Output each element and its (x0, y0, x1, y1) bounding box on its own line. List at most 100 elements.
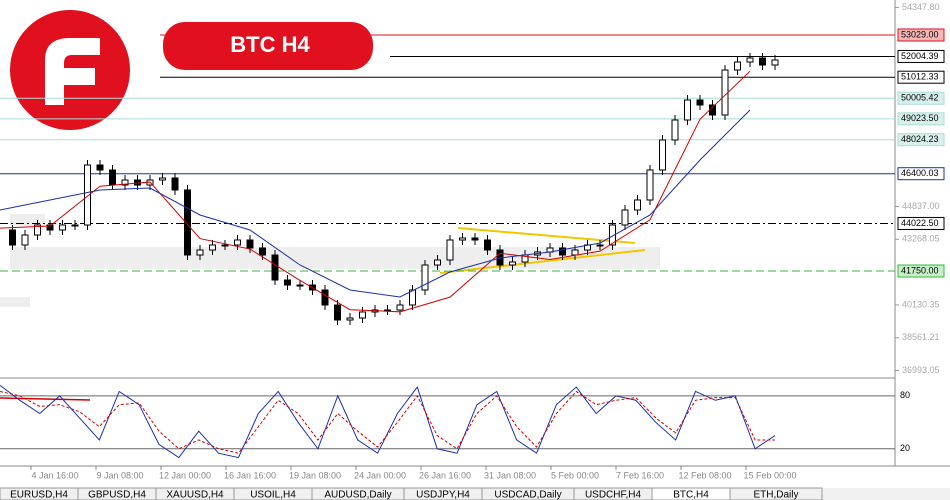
candle (121, 179, 129, 186)
candle (734, 61, 741, 71)
tab[interactable] (729, 487, 823, 500)
candle (634, 199, 641, 211)
candle (246, 239, 254, 249)
candle (759, 57, 766, 66)
candle (771, 59, 779, 66)
trendline (457, 227, 636, 244)
x-tick-label: 24 Jan 00:00 (354, 470, 406, 480)
candle (284, 279, 291, 286)
zone (0, 297, 30, 307)
level-label: 44022.50 (901, 218, 939, 228)
x-tick-label: 19 Jan 08:00 (289, 470, 341, 480)
level-label: 52004.39 (901, 51, 939, 61)
candle (509, 261, 516, 266)
tab-label[interactable]: USOIL,H4 (250, 490, 296, 500)
moving-average (0, 109, 751, 298)
tab-label[interactable]: AUDUSD,Daily (324, 490, 391, 500)
level-label-box (897, 216, 945, 230)
y-tick-label: 43268.05 (902, 234, 940, 244)
tab-label[interactable]: USDCHF,H4 (585, 490, 642, 500)
level-label: 53029.00 (901, 29, 939, 39)
logo-glyph (45, 38, 100, 105)
level-label-box (897, 70, 945, 84)
candle (596, 244, 604, 247)
osc-level-label: 80 (900, 390, 910, 400)
y-tick-label: 38561.21 (902, 332, 940, 342)
candle (346, 317, 354, 321)
tab-label[interactable]: XAUUSD,H4 (166, 490, 224, 500)
candle (159, 177, 166, 181)
moving-average (0, 70, 751, 313)
x-tick-label: 5 Feb 00:00 (551, 470, 599, 480)
oscillator-line (0, 390, 775, 454)
level-label: 41750.00 (901, 265, 939, 275)
candle (209, 244, 216, 251)
level-label-box (897, 49, 945, 63)
candle (334, 304, 341, 321)
tab-label[interactable]: USDJPY,H4 (416, 490, 470, 500)
candle (484, 239, 491, 251)
candle (184, 189, 191, 256)
tab-label[interactable]: USDCAD,Daily (494, 490, 561, 500)
indicator-line (0, 397, 91, 401)
candle (9, 229, 16, 246)
candle (421, 264, 429, 291)
tab-label[interactable]: GBPUSD,H4 (88, 490, 146, 500)
level-label: 49023.50 (901, 113, 939, 123)
tab-label[interactable]: BTC,H4 (673, 490, 709, 500)
candle (434, 259, 441, 266)
level-label-box (897, 167, 945, 181)
candle (646, 169, 654, 201)
x-tick-label: 26 Jan 16:00 (419, 470, 471, 480)
zone (10, 214, 45, 226)
title-banner (163, 22, 373, 70)
candle (446, 239, 454, 261)
candle (721, 69, 729, 116)
x-tick-label: 12 Jan 00:00 (159, 470, 211, 480)
level-label-box (897, 133, 945, 147)
x-tick-label: 12 Feb 08:00 (678, 470, 731, 480)
x-tick-label: 9 Jan 08:00 (96, 470, 143, 480)
level-label-box (897, 112, 945, 126)
candle (709, 104, 716, 116)
candle (396, 304, 404, 311)
candle (271, 254, 279, 281)
candle (409, 289, 416, 306)
candle (84, 164, 91, 226)
candle (571, 249, 579, 256)
candle (684, 99, 691, 121)
level-label-box (897, 264, 945, 278)
x-tick-label: 16 Jan 16:00 (224, 470, 276, 480)
candle (471, 237, 479, 241)
candle (746, 57, 754, 63)
candle (671, 119, 679, 141)
tab-label[interactable]: ETH,Daily (753, 490, 798, 500)
candle (459, 237, 466, 241)
candle (59, 224, 66, 231)
candle (71, 224, 79, 227)
candle (171, 177, 179, 191)
oscillator-line (0, 384, 776, 459)
candle (609, 224, 616, 246)
candle (296, 284, 304, 287)
candle (659, 139, 666, 171)
y-tick-label: 54347.80 (902, 2, 940, 12)
candle (196, 249, 204, 256)
candle (234, 239, 241, 246)
x-tick-label: 31 Jan 08:00 (484, 470, 536, 480)
level-label-box (897, 28, 945, 42)
level-label: 50005.42 (901, 93, 939, 103)
tab-label[interactable]: EURUSD,H4 (10, 490, 68, 500)
candle (559, 247, 566, 256)
level-label: 48024.23 (901, 134, 939, 144)
candle (359, 311, 366, 319)
candle (321, 289, 329, 306)
candle (621, 209, 629, 226)
y-tick-label: 40130.35 (902, 299, 940, 309)
trendline (439, 249, 646, 274)
x-tick-label: 4 Jan 16:00 (31, 470, 78, 480)
chart-title: BTC H4 (230, 32, 310, 57)
y-tick-label: 36993.05 (902, 365, 940, 375)
osc-level-label: 20 (900, 443, 910, 453)
candle (221, 244, 229, 247)
